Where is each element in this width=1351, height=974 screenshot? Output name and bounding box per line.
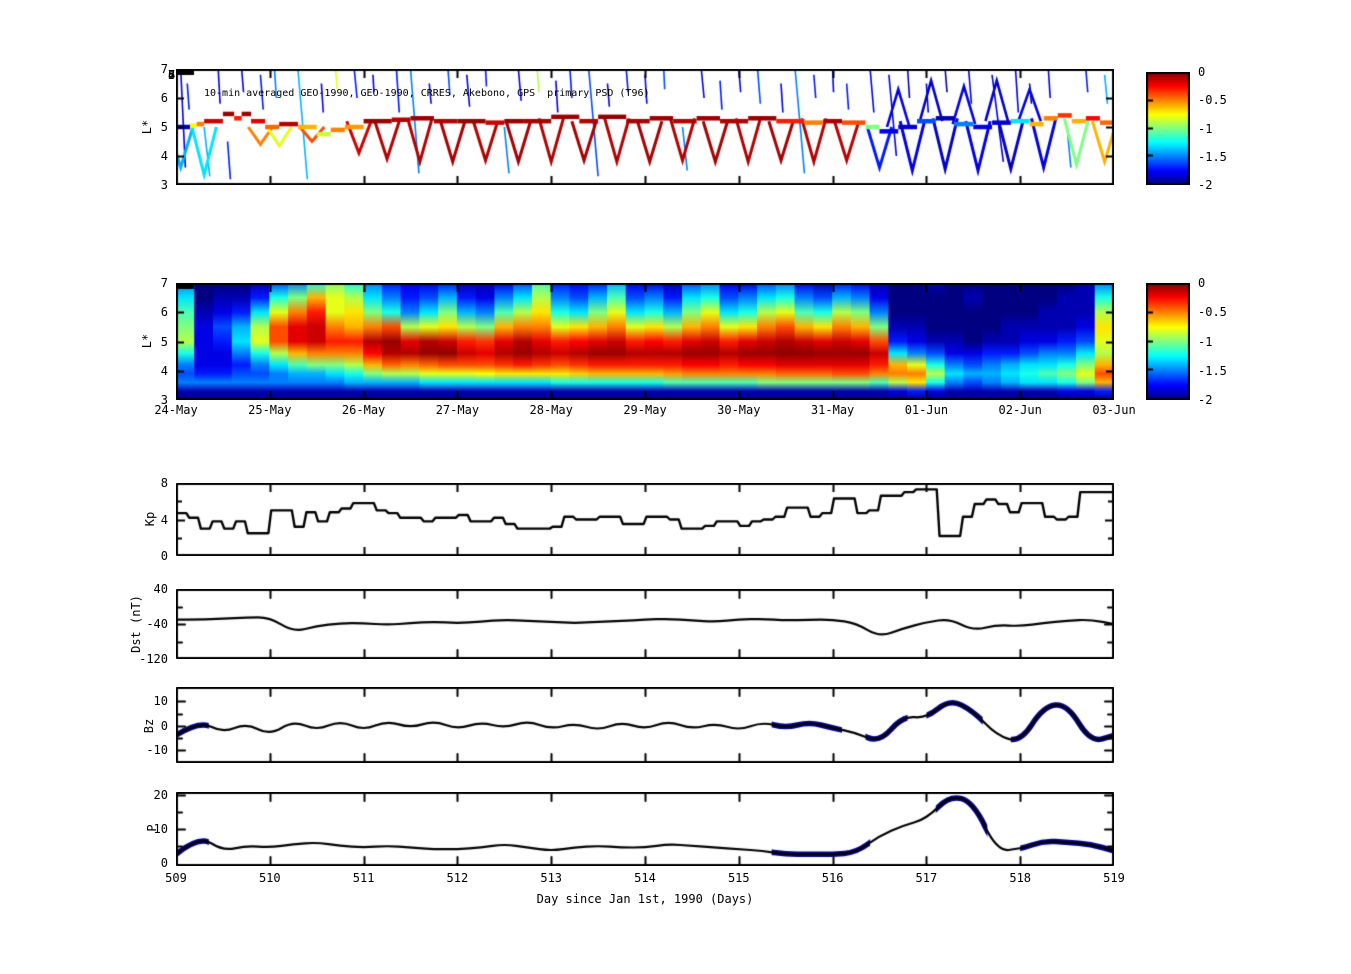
- heatmap-date-label: 01-Jun: [904, 403, 949, 417]
- day-tick-label: 516: [821, 871, 844, 885]
- heatmap-date-label: 02-Jun: [998, 403, 1042, 417]
- heatmap-date-label: 03-Jun: [1092, 403, 1136, 417]
- scatter-ytick-label: 6: [160, 91, 168, 105]
- bz-ytick-label: 10: [153, 694, 168, 709]
- scatter-colorbar-label: -2: [1198, 178, 1213, 192]
- day-tick-label: 517: [915, 871, 938, 885]
- heatmap-ytick-label: 4: [160, 363, 168, 378]
- day-tick-label: 509: [165, 871, 187, 885]
- kp-ylabel: Kp: [143, 511, 157, 527]
- bz-ylabel: Bz: [142, 718, 156, 734]
- kp-ytick-label: 0: [160, 549, 168, 563]
- scatter-ytick-label: 3: [160, 178, 168, 192]
- heatmap-date-label: 31-May: [810, 403, 855, 417]
- scatter-ylabel: L*: [140, 119, 154, 135]
- day-tick-label: 512: [446, 871, 469, 885]
- heatmap-colorbar-label: -0.5: [1198, 305, 1227, 320]
- psd-scatter-canvas: [176, 69, 1114, 185]
- : 3: [168, 68, 176, 82]
- day-tick-label: 518: [1009, 871, 1032, 885]
- dst-ytick-label: 40: [153, 582, 168, 596]
- bz-ytick-label: -10: [146, 742, 168, 757]
- heatmap-colorbar-label: -1: [1198, 334, 1213, 349]
- heatmap-date-label: 28-May: [529, 403, 573, 417]
- heatmap-date-label: 26-May: [341, 403, 386, 417]
- heatmap-colorbar-label: 0: [1198, 276, 1206, 290]
- day-tick-label: 519: [1103, 871, 1125, 885]
- day-tick-label: 515: [727, 871, 750, 885]
- kp-ytick-label: 4: [160, 512, 168, 527]
- dst-ytick-label: -120: [139, 652, 168, 666]
- kp-ytick-label: 8: [160, 476, 168, 490]
- scatter-ytick-label: 4: [160, 149, 168, 163]
- dst-ylabel: Dst (nT): [129, 595, 143, 653]
- bz-panel-canvas: [176, 687, 1114, 763]
- psd-heatmap-colorbar: [1146, 283, 1190, 400]
- dst-ytick-label: -40: [146, 617, 168, 631]
- bz-ytick-label: 0: [160, 718, 168, 733]
- : 7: [168, 68, 176, 82]
- psd-heatmap-canvas: [176, 283, 1114, 400]
- heatmap-date-label: 29-May: [623, 403, 667, 417]
- p-ytick-label: 20: [153, 788, 168, 803]
- heatmap-ylabel: L*: [140, 333, 154, 349]
- psd-annotation: 10-min averaged GEO-1990, GEO-1990, CRRE…: [204, 88, 650, 99]
- heatmap-date-label: 25-May: [248, 403, 292, 417]
- day-tick-label: 513: [540, 871, 563, 885]
- p-ytick-label: 0: [160, 855, 168, 870]
- scatter-ytick-label: 7: [160, 62, 168, 76]
- : 6: [168, 68, 176, 82]
- scatter-ytick-label: 5: [160, 120, 168, 134]
- heatmap-ytick-label: 5: [160, 334, 168, 349]
- : 4: [168, 68, 176, 82]
- heatmap-colorbar-label: -2: [1198, 393, 1213, 407]
- day-tick-label: 514: [634, 871, 656, 885]
- heatmap-date-label: 24-May: [154, 403, 198, 417]
- kp-panel-canvas: [176, 483, 1114, 556]
- day-tick-label: 510: [258, 871, 281, 885]
- p-ytick-label: 10: [153, 822, 168, 836]
- scatter-colorbar-label: -1.5: [1198, 149, 1227, 164]
- heatmap-ytick-label: 3: [160, 393, 168, 407]
- scatter-colorbar-label: -1: [1198, 121, 1213, 136]
- heatmap-date-label: 27-May: [435, 403, 480, 417]
- day-tick-label: 511: [352, 871, 375, 885]
- scatter-colorbar-label: 0: [1198, 65, 1206, 79]
- : 5: [168, 68, 176, 82]
- p-panel-canvas: [176, 792, 1114, 866]
- psd-scatter-colorbar: [1146, 72, 1190, 185]
- heatmap-date-label: 30-May: [717, 403, 761, 417]
- x-axis-title: Day since Jan 1st, 1990 (Days): [536, 892, 754, 906]
- scatter-colorbar-label: -0.5: [1198, 93, 1227, 108]
- heatmap-ytick-label: 6: [160, 305, 168, 320]
- heatmap-ytick-label: 7: [160, 276, 168, 290]
- dst-panel-canvas: [176, 589, 1114, 659]
- heatmap-colorbar-label: -1.5: [1198, 363, 1227, 378]
